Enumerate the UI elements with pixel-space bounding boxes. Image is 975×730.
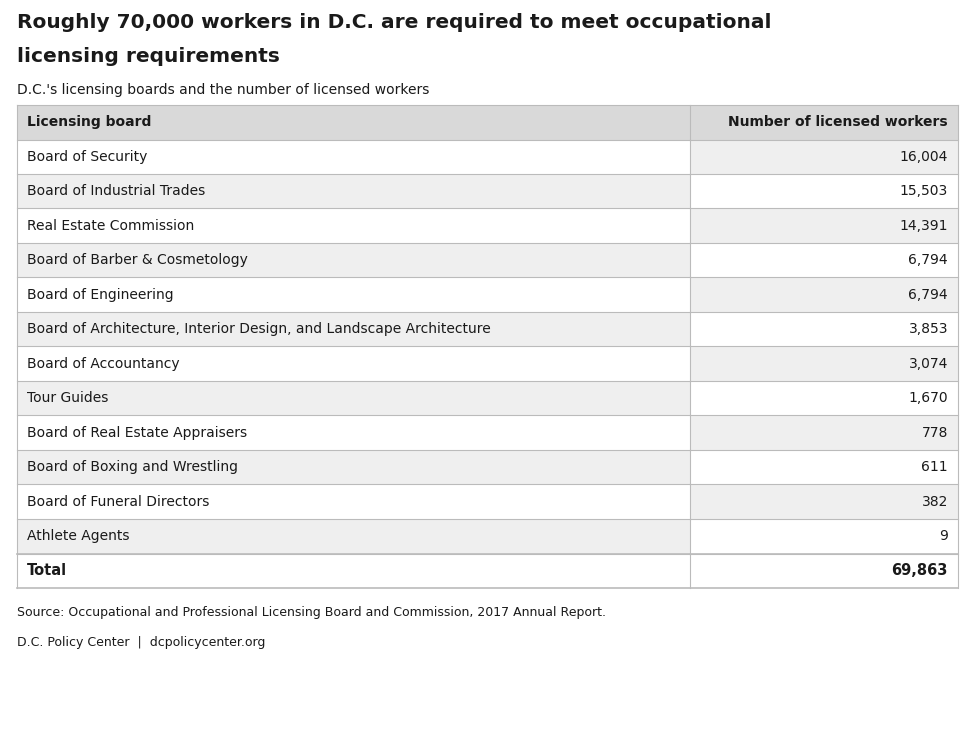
Text: 1,670: 1,670: [909, 391, 948, 405]
Text: D.C.'s licensing boards and the number of licensed workers: D.C.'s licensing boards and the number o…: [17, 83, 429, 97]
Bar: [690, 450, 958, 485]
Text: Board of Accountancy: Board of Accountancy: [27, 357, 179, 371]
Text: D.C. Policy Center  |  dcpolicycenter.org: D.C. Policy Center | dcpolicycenter.org: [17, 636, 265, 649]
Text: 3,074: 3,074: [909, 357, 948, 371]
Text: Number of licensed workers: Number of licensed workers: [728, 115, 948, 129]
Text: Licensing board: Licensing board: [27, 115, 151, 129]
Bar: [690, 139, 958, 174]
Bar: [690, 347, 958, 381]
Bar: [690, 485, 958, 519]
Bar: [17, 450, 690, 485]
Text: 6,794: 6,794: [909, 253, 948, 267]
Text: 9: 9: [939, 529, 948, 543]
Bar: [690, 209, 958, 243]
Text: 69,863: 69,863: [891, 564, 948, 578]
Text: Roughly 70,000 workers in D.C. are required to meet occupational: Roughly 70,000 workers in D.C. are requi…: [17, 13, 771, 32]
Bar: [17, 277, 690, 312]
Text: Board of Funeral Directors: Board of Funeral Directors: [27, 495, 210, 509]
Text: Board of Architecture, Interior Design, and Landscape Architecture: Board of Architecture, Interior Design, …: [27, 322, 490, 337]
Text: Real Estate Commission: Real Estate Commission: [27, 219, 194, 233]
Text: licensing requirements: licensing requirements: [17, 47, 280, 66]
Bar: [17, 209, 690, 243]
Bar: [17, 347, 690, 381]
Text: Board of Barber & Cosmetology: Board of Barber & Cosmetology: [27, 253, 248, 267]
Bar: [17, 105, 958, 139]
Text: 16,004: 16,004: [900, 150, 948, 164]
Bar: [690, 174, 958, 209]
Text: Source: Occupational and Professional Licensing Board and Commission, 2017 Annua: Source: Occupational and Professional Li…: [17, 606, 606, 619]
Bar: [690, 243, 958, 277]
Bar: [17, 519, 690, 553]
Text: Board of Boxing and Wrestling: Board of Boxing and Wrestling: [27, 460, 238, 474]
Bar: [17, 312, 690, 347]
Bar: [690, 519, 958, 553]
Bar: [17, 174, 690, 209]
Bar: [690, 381, 958, 415]
Text: Athlete Agents: Athlete Agents: [27, 529, 130, 543]
Text: 14,391: 14,391: [900, 219, 948, 233]
Text: 778: 778: [921, 426, 948, 439]
Text: 3,853: 3,853: [909, 322, 948, 337]
Text: Board of Security: Board of Security: [27, 150, 147, 164]
Bar: [17, 485, 690, 519]
Bar: [690, 277, 958, 312]
Text: Board of Engineering: Board of Engineering: [27, 288, 174, 301]
Bar: [17, 415, 690, 450]
Text: 6,794: 6,794: [909, 288, 948, 301]
Text: Board of Real Estate Appraisers: Board of Real Estate Appraisers: [27, 426, 247, 439]
Bar: [17, 243, 690, 277]
Text: Total: Total: [27, 564, 67, 578]
Text: 382: 382: [921, 495, 948, 509]
Bar: [17, 553, 958, 588]
Bar: [690, 312, 958, 347]
Bar: [17, 381, 690, 415]
Text: Tour Guides: Tour Guides: [27, 391, 108, 405]
Text: 611: 611: [921, 460, 948, 474]
Text: Board of Industrial Trades: Board of Industrial Trades: [27, 184, 206, 199]
Text: 15,503: 15,503: [900, 184, 948, 199]
Bar: [690, 415, 958, 450]
Bar: [17, 139, 690, 174]
